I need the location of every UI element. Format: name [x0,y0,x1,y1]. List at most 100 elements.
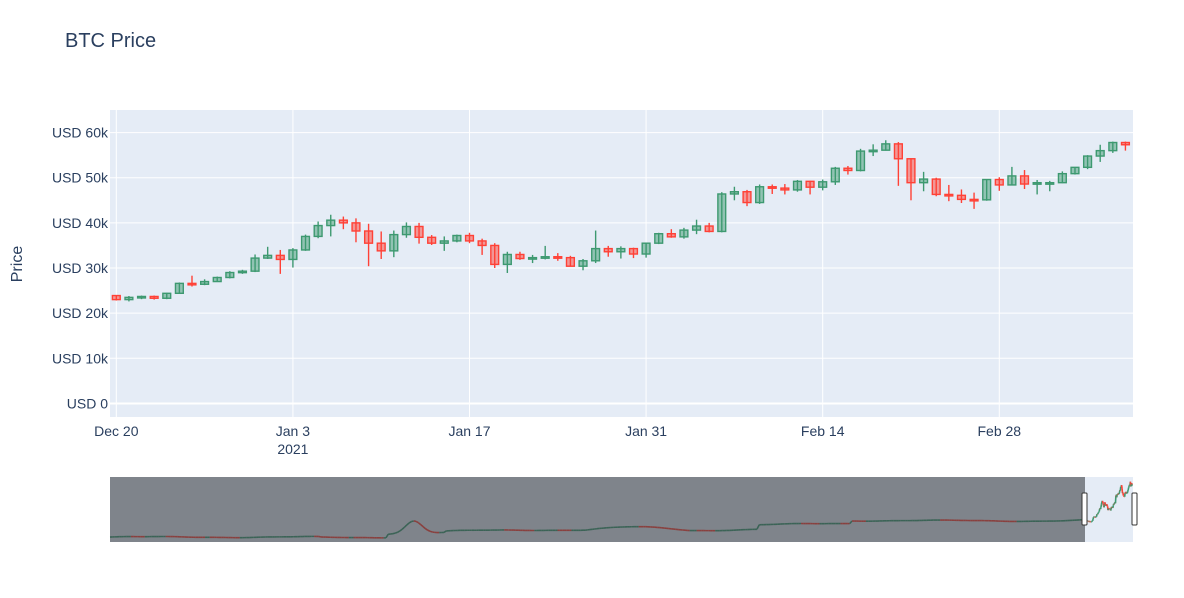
candle-increasing[interactable] [655,233,663,244]
candle-body [667,234,675,237]
candle-increasing[interactable] [1084,155,1092,169]
candle-body [794,181,802,190]
candle-body [226,273,234,278]
candle-body [440,241,448,243]
x-tick-year-label: 2021 [277,441,308,457]
candle-body [617,249,625,252]
candle-body [567,258,575,267]
candle-body [579,261,587,266]
candle-body [491,245,499,264]
candle-body [768,187,776,189]
candle-increasing[interactable] [302,235,310,251]
candle-body [1033,183,1041,185]
candle-body [1096,151,1104,156]
range-slider-mask-left[interactable] [110,477,1085,542]
candle-body [251,258,259,271]
range-slider[interactable] [110,477,1137,542]
candle-increasing[interactable] [756,184,764,203]
y-tick-label: USD 50k [52,170,109,186]
candle-body [428,237,436,243]
x-tick-label: Feb 28 [977,423,1021,439]
candle-body [529,258,537,260]
candle-body [907,159,915,183]
candle-decreasing[interactable] [932,178,940,197]
candle-body [983,180,991,200]
range-slider-handle-right[interactable] [1132,493,1137,525]
candle-increasing[interactable] [138,296,146,300]
x-tick-label: Dec 20 [94,423,139,439]
candle-increasing[interactable] [1071,167,1079,174]
candle-body [680,230,688,237]
candle-body [718,194,726,231]
candle-body [958,195,966,199]
x-tick-label: Jan 17 [448,423,490,439]
candle-decreasing[interactable] [112,295,120,300]
candle-body [655,234,663,243]
candle-body [352,223,360,231]
candle-body [163,293,171,298]
candle-body [743,192,751,203]
x-tick-label: Jan 31 [625,423,667,439]
candle-body [201,282,209,285]
plot-area[interactable] [110,110,1133,417]
y-tick-label: USD 60k [52,125,109,141]
candle-body [932,179,940,194]
candle-decreasing[interactable] [567,256,575,267]
candle-body [604,249,612,252]
candle-body [1109,143,1117,151]
candle-body [239,271,247,273]
candle-body [554,257,562,259]
candle-body [138,296,146,298]
candle-body [756,187,764,203]
candle-body [970,199,978,201]
candle-body [403,226,411,234]
candle-body [819,182,827,187]
candle-increasing[interactable] [1058,171,1066,183]
candle-body [693,226,701,230]
candle-increasing[interactable] [453,235,461,243]
range-slider-handle-left[interactable] [1082,493,1087,525]
candle-body [857,151,865,170]
candle-increasing[interactable] [175,282,183,293]
candle-body [314,226,322,237]
candle-increasing[interactable] [718,192,726,232]
candle-body [1046,183,1054,185]
x-tick-label: Feb 14 [801,423,845,439]
candle-body [705,226,713,231]
candle-body [415,226,423,237]
candle-body [1058,174,1066,183]
y-tick-label: USD 30k [52,260,109,276]
candle-body [264,255,272,258]
candle-increasing[interactable] [857,149,865,172]
candle-increasing[interactable] [163,293,171,299]
candle-body [831,168,839,182]
candle-body [894,144,902,159]
candle-decreasing[interactable] [491,243,499,268]
candle-increasing[interactable] [1109,142,1117,153]
candle-increasing[interactable] [226,271,234,278]
y-tick-label: USD 10k [52,350,109,366]
candle-body [592,249,600,261]
candle-increasing[interactable] [794,180,802,192]
candle-increasing[interactable] [680,228,688,239]
candle-body [112,296,120,300]
candle-increasing[interactable] [831,167,839,185]
candle-body [390,235,398,251]
candle-body [920,179,928,183]
candle-body [1084,156,1092,167]
candle-body [516,254,524,258]
candle-body [844,168,852,170]
candle-body [125,297,133,299]
candle-body [806,181,814,187]
candle-increasing[interactable] [213,277,221,282]
candle-body [781,188,789,190]
candle-increasing[interactable] [983,179,991,201]
candle-body [466,236,474,241]
candle-body [478,241,486,246]
candle-body [1071,167,1079,173]
candle-body [276,255,284,259]
candle-body [365,231,373,243]
